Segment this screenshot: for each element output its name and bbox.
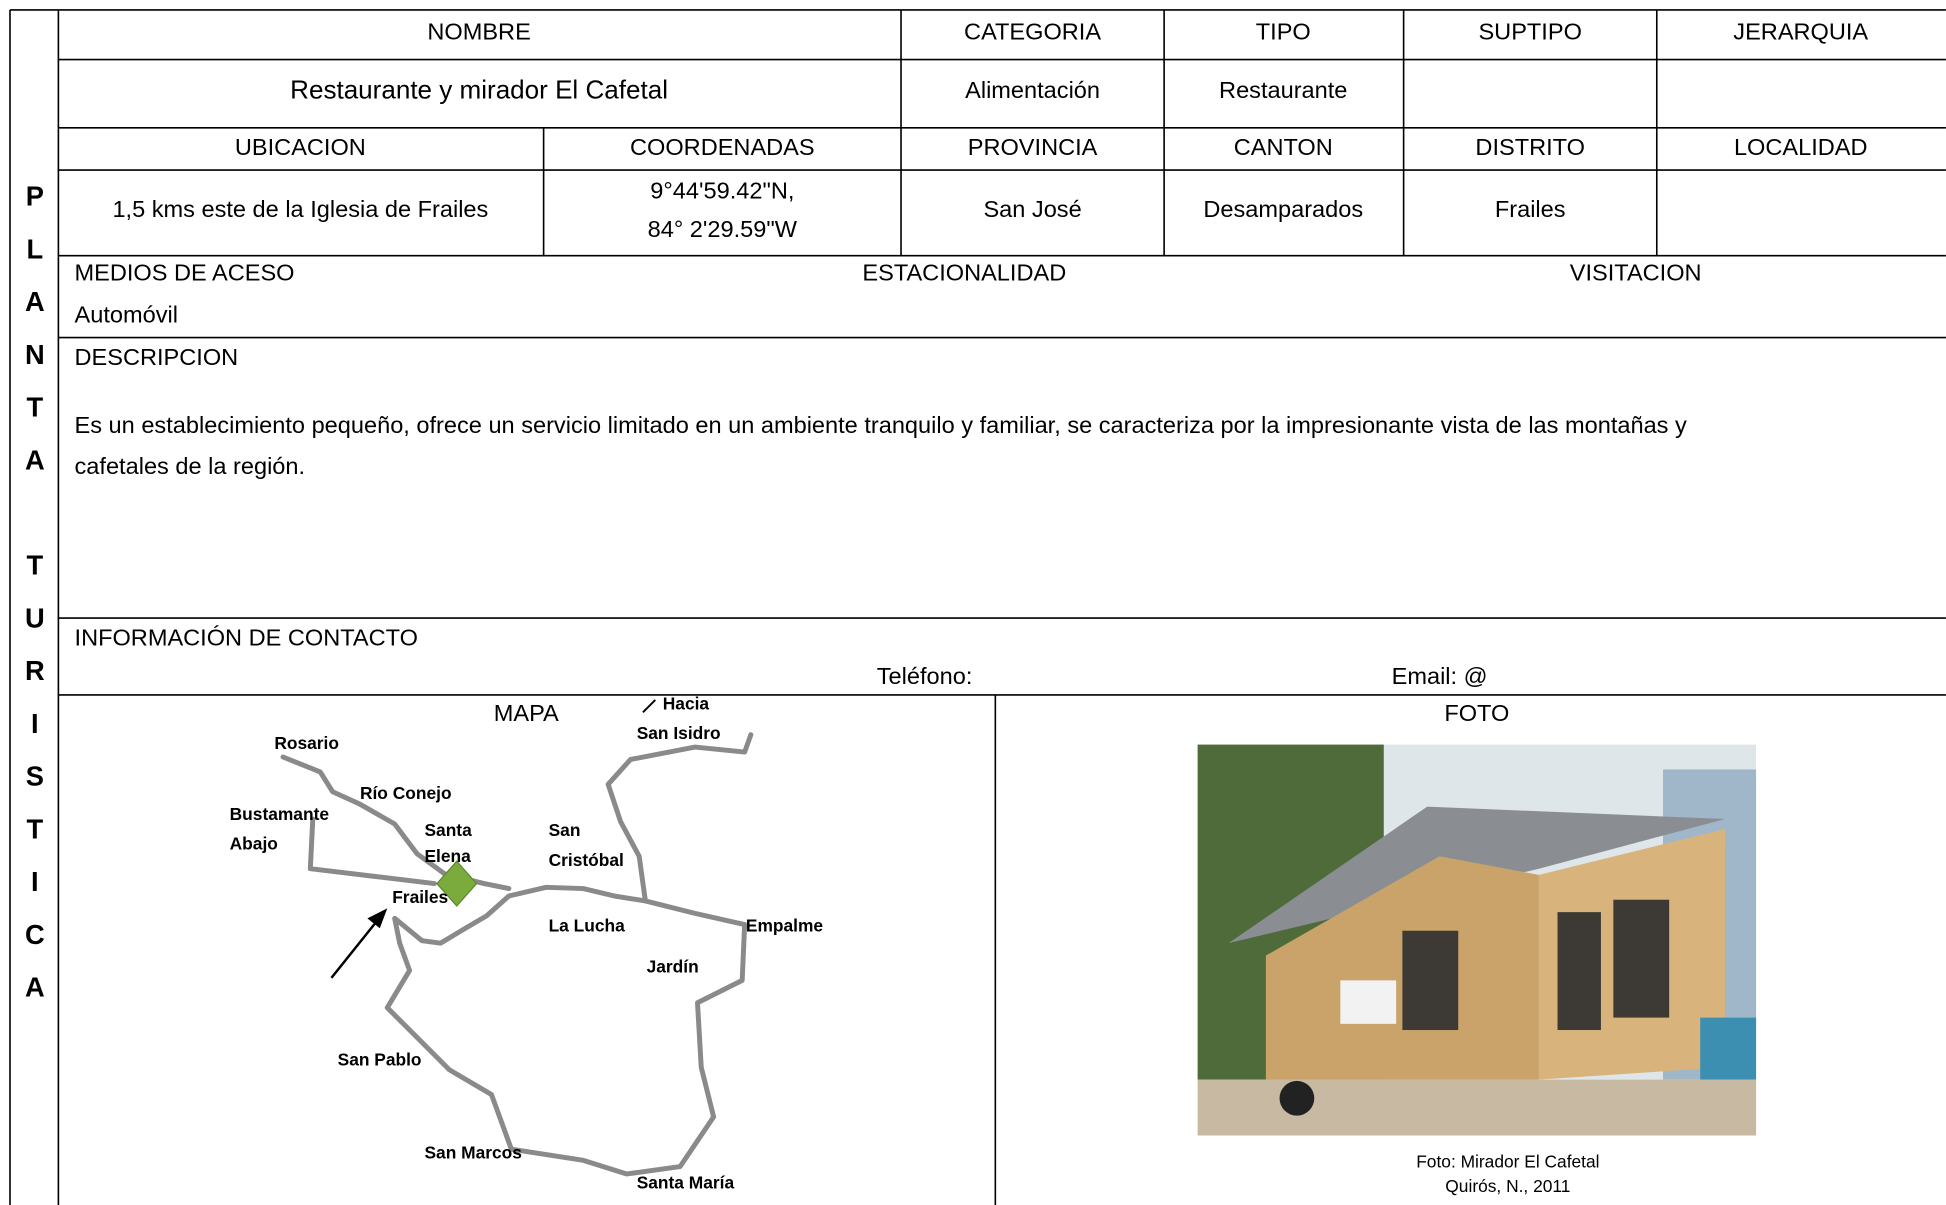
cell-text: 1,5 kms este de la Iglesia de Frailes — [112, 196, 488, 222]
phone: Teléfono: — [877, 663, 973, 689]
map-label: San Pablo — [338, 1050, 422, 1070]
map-label: Abajo — [230, 834, 278, 854]
cell-text: Automóvil — [75, 302, 178, 328]
map-label: Frailes — [392, 887, 448, 907]
map-label: Santa — [424, 820, 472, 840]
section-header: ESTACIONALIDAD — [862, 259, 1066, 285]
map-label: San Marcos — [424, 1143, 521, 1163]
map-title: MAPA — [494, 700, 559, 726]
column-header: CATEGORIA — [964, 19, 1101, 45]
map-label: San — [549, 820, 581, 840]
cell-text: San José — [983, 196, 1081, 222]
cell-text: Restaurante — [1219, 77, 1347, 103]
cell-text: Alimentación — [965, 77, 1100, 103]
table-grid — [9, 9, 1946, 1205]
map-label: Santa María — [637, 1172, 735, 1192]
name-value: Restaurante y mirador El Cafetal — [290, 75, 668, 105]
photo-title: FOTO — [1444, 700, 1509, 726]
map-label: Jardín — [647, 957, 699, 977]
map-label: San Isidro — [637, 723, 721, 743]
section-header: INFORMACIÓN DE CONTACTO — [75, 624, 418, 650]
column-header: NOMBRE — [427, 19, 530, 45]
map-label: Cristóbal — [549, 850, 624, 870]
section-header: DESCRIPCION — [75, 344, 239, 370]
map-label: Empalme — [746, 916, 824, 936]
section-header: MEDIOS DE ACESO — [75, 259, 295, 285]
section-header: VISITACION — [1570, 259, 1702, 285]
map-label: Rosario — [274, 733, 339, 753]
map-drawing — [280, 699, 754, 1177]
column-header: LOCALIDAD — [1734, 134, 1868, 160]
column-header: PROVINCIA — [968, 134, 1098, 160]
column-header: JERARQUIA — [1733, 19, 1868, 45]
map-label: Río Conejo — [360, 783, 452, 803]
column-header: DISTRITO — [1475, 134, 1585, 160]
map-label: La Lucha — [549, 916, 626, 936]
cell-text: 84° 2'29.59"W — [648, 216, 798, 242]
photo-caption: Foto: Mirador El Cafetal — [1416, 1151, 1599, 1171]
map-label: Hacia — [663, 693, 710, 713]
description-line: cafetales de la región. — [75, 453, 306, 479]
map-label: Bustamante — [230, 804, 330, 824]
cell-text: Frailes — [1495, 196, 1566, 222]
column-header: COORDENADAS — [630, 134, 815, 160]
email: Email: @ — [1392, 663, 1488, 689]
column-header: UBICACION — [235, 134, 366, 160]
column-header: SUPTIPO — [1478, 19, 1581, 45]
description-line: Es un establecimiento pequeño, ofrece un… — [75, 412, 1687, 438]
cell-text: 9°44'59.42"N, — [650, 178, 794, 204]
photo-image — [1197, 744, 1757, 1136]
map-label: Elena — [424, 846, 471, 866]
column-header: TIPO — [1256, 19, 1311, 45]
column-header: CANTON — [1234, 134, 1333, 160]
cell-text: Desamparados — [1203, 196, 1363, 222]
photo-caption: Quirós, N., 2011 — [1445, 1176, 1570, 1196]
